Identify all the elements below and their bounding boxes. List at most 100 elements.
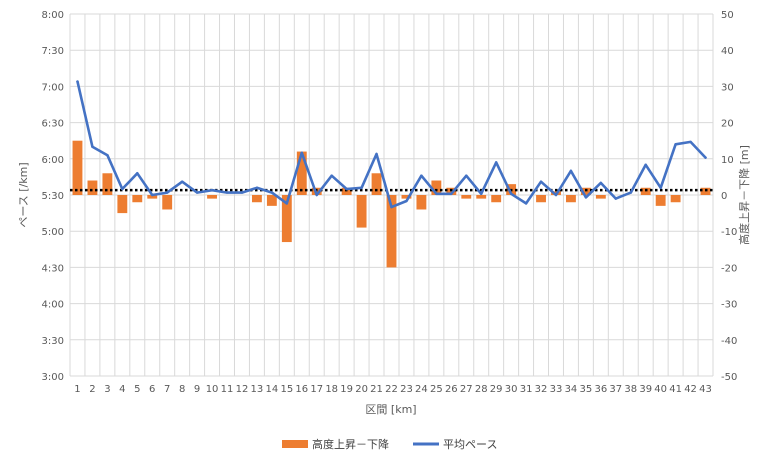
left-tick-label: 7:00 xyxy=(42,82,64,93)
x-tick-label: 19 xyxy=(340,384,353,395)
left-tick-label: 5:00 xyxy=(42,227,64,238)
pace-point xyxy=(360,186,363,189)
x-tick-label: 24 xyxy=(415,384,428,395)
x-tick-label: 37 xyxy=(609,384,622,395)
elevation-bar xyxy=(296,151,307,195)
elevation-bar xyxy=(461,195,472,199)
x-tick-label: 34 xyxy=(565,384,578,395)
pace-line-series xyxy=(76,80,707,209)
pace-point xyxy=(375,152,378,156)
right-tick-label: -50 xyxy=(721,372,737,383)
x-tick-label: 31 xyxy=(520,384,533,395)
x-tick-label: 35 xyxy=(580,384,593,395)
pace-point xyxy=(390,205,393,209)
elevation-bar xyxy=(655,195,666,206)
x-tick-label: 6 xyxy=(149,384,155,395)
elevation-bar xyxy=(416,195,427,210)
x-tick-label: 36 xyxy=(594,384,607,395)
right-tick-label: 20 xyxy=(721,119,734,130)
left-tick-label: 3:00 xyxy=(42,372,64,383)
x-tick-label: 12 xyxy=(236,384,249,395)
elevation-bar xyxy=(431,180,442,195)
pace-point xyxy=(554,193,558,197)
pace-point xyxy=(121,187,124,191)
x-tick-label: 16 xyxy=(295,384,308,395)
x-tick-label: 22 xyxy=(385,384,398,395)
pace-point xyxy=(509,192,513,195)
left-tick-label: 5:30 xyxy=(42,191,64,202)
pace-point xyxy=(405,199,408,203)
pace-point xyxy=(614,197,618,200)
pace-point xyxy=(180,180,184,183)
elevation-bar xyxy=(670,195,681,203)
elevation-bar xyxy=(371,173,382,195)
pace-point xyxy=(136,172,139,175)
right-tick-label: -40 xyxy=(721,336,737,347)
elevation-bar xyxy=(117,195,128,214)
x-tick-label: 23 xyxy=(400,384,413,395)
x-tick-label: 15 xyxy=(280,384,293,395)
x-tick-label: 10 xyxy=(206,384,219,395)
x-tick-label: 13 xyxy=(251,384,264,395)
legend-label-elevation: 高度上昇－下降 xyxy=(312,437,389,451)
elevation-bar xyxy=(266,195,277,206)
pace-line xyxy=(76,80,707,209)
x-tick-label: 41 xyxy=(669,384,682,395)
x-tick-label: 18 xyxy=(325,384,338,395)
x-tick-label: 38 xyxy=(624,384,637,395)
pace-point xyxy=(644,163,647,167)
x-tick-label: 8 xyxy=(179,384,185,395)
pace-point xyxy=(420,174,423,177)
elevation-bar xyxy=(102,173,113,195)
x-tick-label: 9 xyxy=(194,384,200,395)
x-axis-title: 区間 [km] xyxy=(365,403,416,416)
x-tick-label: 17 xyxy=(310,384,323,395)
pace-point xyxy=(659,186,662,189)
x-tick-label: 43 xyxy=(699,384,712,395)
left-tick-label: 6:00 xyxy=(42,155,64,166)
elevation-bar xyxy=(87,180,98,195)
x-tick-label: 4 xyxy=(119,384,125,395)
elevation-bar xyxy=(595,195,606,199)
right-tick-label: 10 xyxy=(721,155,734,166)
right-axis-title: 高度上昇－下降 [m] xyxy=(737,145,751,245)
x-tick-label: 28 xyxy=(475,384,488,395)
x-tick-label: 40 xyxy=(654,384,667,395)
right-tick-label: 50 xyxy=(721,10,734,21)
elevation-bar xyxy=(132,195,143,203)
elevation-bar xyxy=(386,195,397,268)
pace-point xyxy=(240,191,244,194)
x-tick-label: 27 xyxy=(460,384,473,395)
x-tick-label: 32 xyxy=(535,384,548,395)
x-tick-label: 30 xyxy=(505,384,518,395)
right-axis-ticks: -50 -40 -30 -20 -10 0 10 20 30 40 50 xyxy=(721,10,737,383)
pace-point xyxy=(450,192,453,195)
elevation-bar xyxy=(207,195,217,199)
pace-point xyxy=(674,143,677,146)
pace-point xyxy=(91,145,94,148)
x-tick-label: 7 xyxy=(164,384,170,395)
pace-point xyxy=(345,187,348,191)
pace-point xyxy=(76,80,79,83)
pace-point xyxy=(629,191,632,194)
pace-point xyxy=(539,180,543,183)
x-tick-label: 29 xyxy=(490,384,503,395)
elevation-bar xyxy=(491,195,502,203)
left-tick-label: 3:30 xyxy=(42,336,64,347)
pace-point xyxy=(106,153,109,157)
pace-point xyxy=(584,196,588,199)
pace-point xyxy=(435,192,438,195)
pace-point xyxy=(524,202,528,205)
x-tick-label: 1 xyxy=(74,384,80,395)
pace-point xyxy=(225,191,229,194)
x-tick-label: 5 xyxy=(134,384,140,395)
left-tick-label: 4:30 xyxy=(42,263,64,274)
x-tick-label: 3 xyxy=(104,384,110,395)
legend-swatch-elevation xyxy=(282,440,308,448)
elevation-bar xyxy=(401,195,412,199)
elevation-bars xyxy=(72,140,711,268)
x-tick-label: 20 xyxy=(355,384,368,395)
pace-point xyxy=(300,151,303,154)
